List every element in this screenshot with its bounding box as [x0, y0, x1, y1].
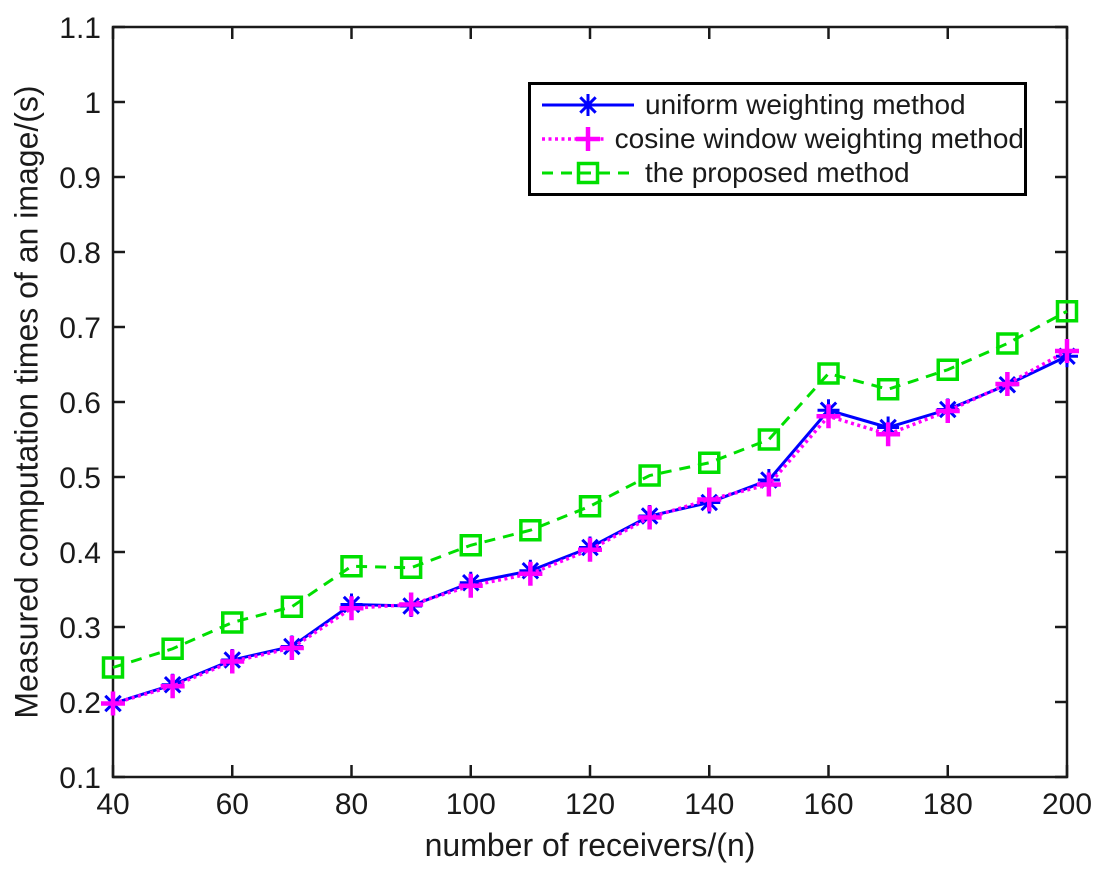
series-2 [101, 300, 1079, 679]
marker-open-square [519, 519, 542, 542]
marker-open-square [817, 362, 840, 385]
marker-plus [756, 472, 781, 497]
axis-ticks: 40 60 80 100 120 140 160 180 200 0.1 0.2 0.3 0.4 0.5 0… [59, 12, 1092, 821]
marker-open-square [459, 534, 482, 557]
legend-label-2: the proposed method [645, 157, 910, 188]
y-tick-label: 1.1 [59, 12, 101, 45]
marker-plus [576, 127, 600, 151]
marker-plus [995, 372, 1020, 396]
y-axis-label: Measured computation times of an image/(… [8, 85, 45, 719]
marker-asterisk [577, 94, 599, 116]
y-tick-label: 0.7 [59, 312, 101, 345]
series-0 [102, 345, 1078, 715]
series-line-2 [112, 309, 1068, 669]
y-tick-label: 0.5 [59, 462, 101, 495]
x-tick-label: 60 [216, 788, 249, 821]
legend-line-sample [542, 94, 634, 116]
marker-open-square [161, 637, 184, 660]
marker-open-square [221, 611, 244, 634]
y-tick-label: 0.6 [59, 387, 101, 420]
marker-plus [697, 487, 722, 512]
x-tick-label: 120 [565, 788, 615, 821]
series-1 [101, 339, 1079, 716]
marker-open-square [936, 358, 959, 381]
x-tick-label: 140 [684, 788, 734, 821]
marker-open-square [757, 428, 781, 451]
x-tick-label: 80 [335, 788, 368, 821]
marker-plus [339, 596, 364, 621]
marker-plus [578, 537, 602, 562]
legend-item-1: cosine window weighting method [540, 122, 1024, 156]
marker-plus [935, 399, 960, 423]
series-line-0 [112, 354, 1068, 705]
legend: uniform weighting method cosine window we… [528, 82, 1027, 196]
y-tick-label: 0.4 [59, 537, 101, 570]
marker-plus [279, 636, 304, 660]
legend-label-1: cosine window weighting method [614, 123, 1024, 154]
marker-open-square [638, 464, 661, 487]
marker-open-square [399, 556, 423, 579]
marker-open-square [876, 378, 900, 401]
marker-plus [816, 404, 841, 429]
legend-line-sample [542, 127, 606, 151]
marker-open-square [698, 451, 721, 474]
y-tick-label: 0.2 [59, 687, 101, 720]
marker-open-square [1055, 300, 1079, 323]
marker-plus [160, 674, 185, 699]
marker-plus [101, 691, 125, 716]
y-tick-label: 0.1 [59, 762, 101, 795]
legend-label-0: uniform weighting method [645, 89, 966, 120]
x-tick-label: 160 [803, 788, 853, 821]
x-tick-label: 100 [446, 788, 496, 821]
legend-item-2: the proposed method [540, 156, 1024, 190]
marker-open-square [576, 161, 600, 185]
y-tick-label: 0.8 [59, 237, 101, 270]
marker-plus [1055, 339, 1079, 363]
legend-item-0: uniform weighting method [540, 88, 1024, 122]
marker-plus [518, 561, 543, 586]
series-line-1 [112, 349, 1068, 706]
marker-open-square [101, 656, 125, 679]
legend-line-sample [542, 161, 634, 185]
y-tick-label: 1 [84, 87, 101, 120]
y-tick-label: 0.3 [59, 612, 101, 645]
marker-plus [876, 422, 901, 447]
marker-open-square [996, 332, 1019, 355]
x-axis-label: number of receivers/(n) [424, 827, 756, 863]
marker-plus [458, 573, 483, 598]
marker-open-square [280, 595, 304, 618]
marker-plus [399, 592, 424, 617]
marker-plus [220, 649, 245, 674]
x-tick-label: 40 [96, 788, 129, 821]
marker-plus [637, 505, 662, 530]
marker-open-square [340, 555, 363, 578]
y-tick-label: 0.9 [59, 162, 101, 195]
x-tick-label: 200 [1042, 788, 1092, 821]
x-tick-label: 180 [923, 788, 973, 821]
marker-open-square [578, 495, 602, 518]
